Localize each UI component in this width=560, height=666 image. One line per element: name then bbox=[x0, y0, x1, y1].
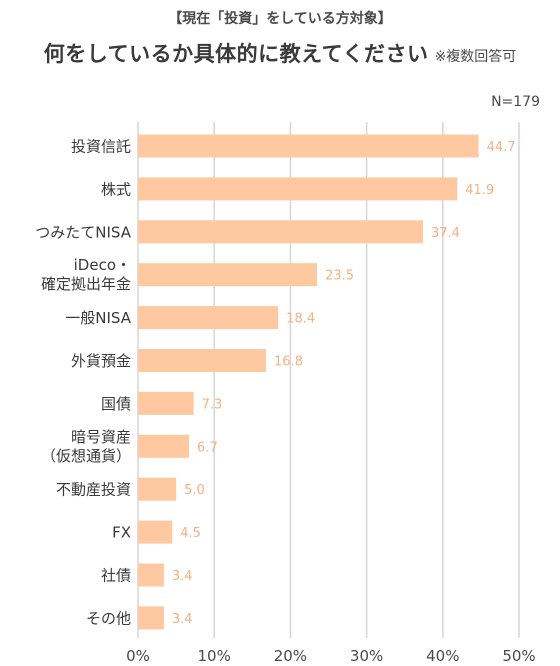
value-label: 41.9 bbox=[465, 183, 494, 198]
chart-subtitle: 【現在「投資」をしている方対象】 bbox=[168, 11, 392, 27]
x-tick-label: 10% bbox=[198, 647, 231, 665]
bar bbox=[138, 434, 190, 458]
x-tick-label: 30% bbox=[350, 647, 383, 665]
category-label: つみたてNISA bbox=[35, 223, 131, 241]
sample-size: N=179 bbox=[491, 94, 540, 110]
category-label: 暗号資産（仮想通貨） bbox=[41, 428, 131, 465]
multiple-answer-note: ※複数回答可 bbox=[434, 49, 517, 65]
category-label: iDeco・確定拠出年金 bbox=[41, 256, 131, 293]
value-label: 5.0 bbox=[184, 483, 205, 498]
category-label: 投資信託 bbox=[71, 138, 131, 156]
bar bbox=[138, 177, 458, 201]
value-label: 4.5 bbox=[180, 526, 201, 541]
category-label: 一般NISA bbox=[65, 309, 131, 327]
category-label: FX bbox=[112, 524, 131, 542]
category-label: 国債 bbox=[101, 395, 131, 413]
value-label: 44.7 bbox=[487, 140, 516, 155]
value-label: 7.3 bbox=[202, 397, 223, 412]
x-tick-label: 50% bbox=[502, 647, 535, 665]
bar bbox=[138, 606, 164, 630]
value-label: 6.7 bbox=[197, 440, 218, 455]
value-label: 18.4 bbox=[286, 312, 315, 327]
category-label: 社債 bbox=[101, 567, 131, 585]
x-tick-label: 20% bbox=[274, 647, 307, 665]
chart-title: 何をしているか具体的に教えてください bbox=[43, 42, 429, 66]
value-label: 3.4 bbox=[172, 569, 193, 584]
category-label: 株式 bbox=[101, 180, 131, 198]
bar bbox=[138, 563, 164, 587]
category-label: その他 bbox=[86, 609, 131, 627]
bar bbox=[138, 263, 318, 287]
title-row: 何をしているか具体的に教えてください ※複数回答可 bbox=[0, 38, 560, 68]
value-label: 16.8 bbox=[274, 355, 303, 370]
bar bbox=[138, 134, 479, 158]
bar bbox=[138, 520, 173, 544]
value-label: 3.4 bbox=[172, 612, 193, 627]
category-label: 外貨預金 bbox=[71, 352, 131, 370]
category-label: 不動産投資 bbox=[56, 481, 131, 499]
bar bbox=[138, 306, 279, 330]
value-label: 23.5 bbox=[325, 269, 354, 284]
bar bbox=[138, 349, 267, 372]
bar bbox=[138, 220, 423, 244]
x-tick-label: 0% bbox=[126, 647, 150, 665]
x-tick-label: 40% bbox=[426, 647, 459, 665]
value-label: 37.4 bbox=[431, 226, 460, 241]
bar bbox=[138, 477, 177, 501]
bar bbox=[138, 391, 194, 415]
